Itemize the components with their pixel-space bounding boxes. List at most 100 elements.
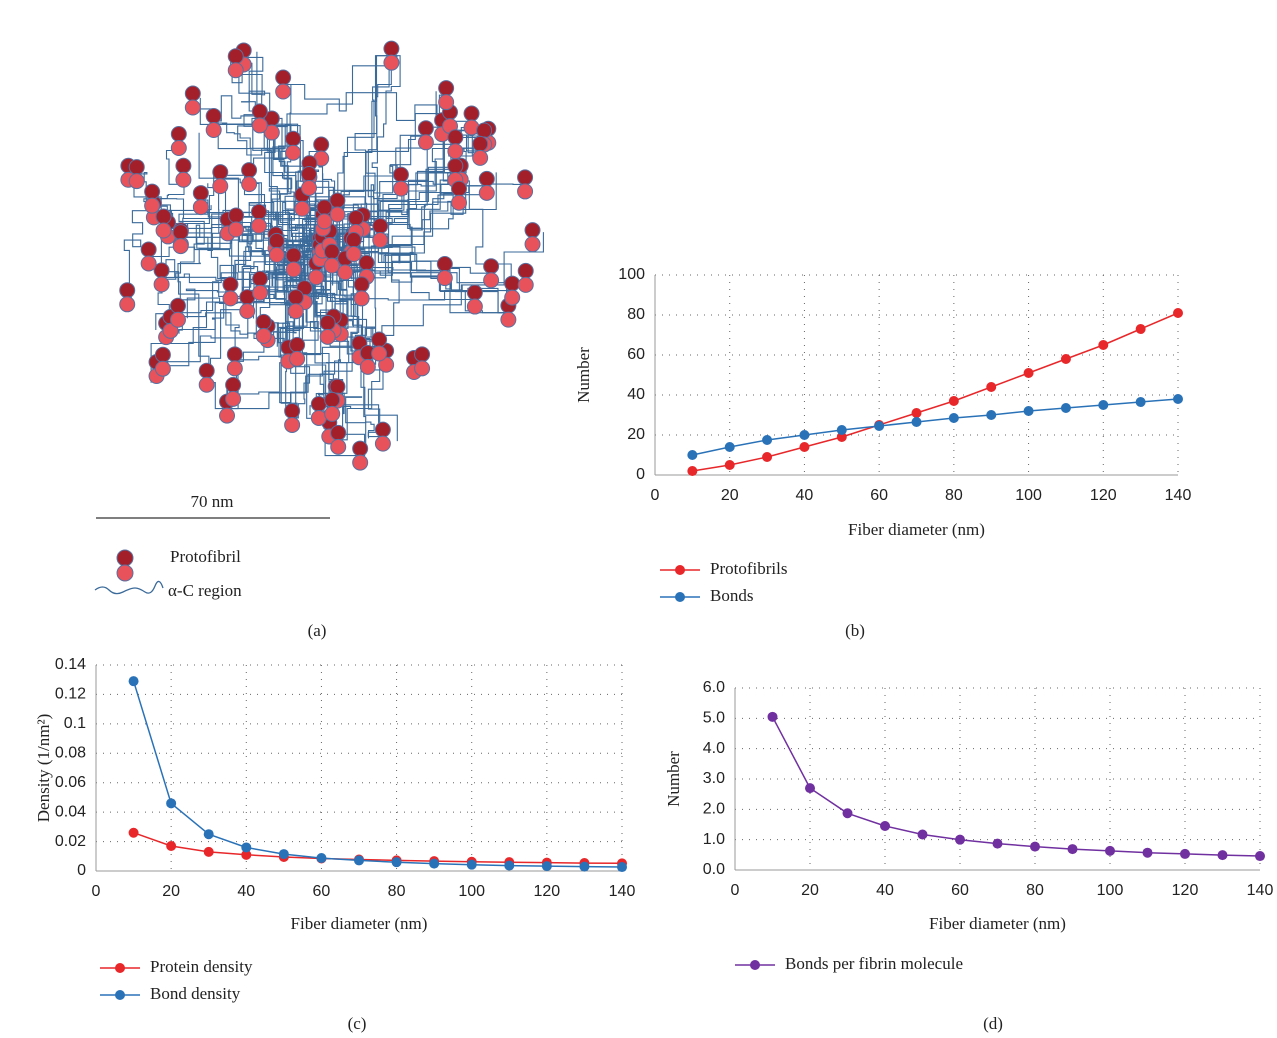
protofibril <box>345 232 362 249</box>
protofibril <box>226 346 243 363</box>
x-tick-label: 100 <box>1097 882 1124 899</box>
data-point <box>799 442 810 452</box>
protofibril <box>447 129 464 146</box>
protofibril <box>451 180 468 197</box>
protofibril <box>205 108 222 125</box>
y-tick-label: 4.0 <box>703 740 725 757</box>
protofibril <box>140 241 157 258</box>
protofibril <box>301 179 318 196</box>
protofibril <box>345 246 362 263</box>
protofibril <box>250 217 267 234</box>
fibril-network <box>119 40 544 471</box>
protofibril <box>155 208 172 225</box>
data-point <box>842 808 853 819</box>
protofibril <box>289 350 306 367</box>
y-tick-label: 0.04 <box>55 803 86 820</box>
data-point <box>1105 845 1115 856</box>
protofibril <box>524 222 541 239</box>
x-tick-label: 60 <box>951 882 969 899</box>
alpha-c-chain <box>173 312 268 335</box>
x-tick-label: 40 <box>796 487 814 504</box>
caption: (b) <box>845 621 865 640</box>
data-point <box>724 460 735 470</box>
protofibril <box>172 224 189 241</box>
data-point <box>128 676 139 687</box>
protofibril <box>153 276 170 293</box>
data-point <box>948 413 959 423</box>
protofibril <box>128 173 145 190</box>
protofibril <box>383 54 400 71</box>
x-tick-label: 60 <box>870 487 888 504</box>
protofibril <box>316 213 333 230</box>
protofibril <box>359 358 376 375</box>
protofibril <box>414 360 431 377</box>
y-tick-label: 0 <box>77 862 86 879</box>
alpha-c-chain <box>343 185 487 243</box>
protofibril <box>374 421 391 438</box>
protofibril <box>198 362 215 379</box>
protofibril <box>285 261 302 278</box>
y-tick-label: 40 <box>627 386 645 403</box>
protofibril <box>175 157 192 174</box>
legend-icon <box>116 564 134 582</box>
protofibril <box>324 391 341 408</box>
protofibril <box>198 376 215 393</box>
protofibril <box>119 282 136 299</box>
protofibril <box>255 327 272 344</box>
protofibril <box>284 416 301 433</box>
legend-label: Protofibrils <box>710 559 787 578</box>
alpha-c-chain <box>323 143 456 429</box>
protofibril <box>466 298 483 315</box>
x-axis-label: Fiber diameter (nm) <box>291 914 428 933</box>
protofibril <box>144 197 161 214</box>
protofibril <box>517 169 534 186</box>
protofibril <box>169 297 186 314</box>
protofibril <box>294 200 311 217</box>
protofibril <box>319 314 336 331</box>
data-point <box>1060 354 1071 364</box>
protofibril <box>371 331 388 348</box>
protofibril <box>250 203 267 220</box>
data-point <box>166 798 177 809</box>
legend-marker <box>675 592 685 602</box>
protofibril <box>222 276 239 293</box>
alpha-c-chain <box>178 290 513 334</box>
protofibril <box>451 194 468 211</box>
protofibril <box>392 166 409 183</box>
x-tick-label: 100 <box>458 883 485 900</box>
protofibril <box>517 276 534 293</box>
series-line <box>133 831 623 865</box>
protofibril <box>287 303 304 320</box>
protofibril <box>225 376 242 393</box>
y-tick-label: 20 <box>627 426 645 443</box>
y-tick-label: 0.02 <box>55 833 86 850</box>
protofibril <box>184 99 201 116</box>
protofibril <box>319 328 336 345</box>
protofibril <box>284 402 301 419</box>
protofibril <box>504 275 521 292</box>
protofibril <box>478 184 495 201</box>
protofibril <box>172 238 189 255</box>
alpha-c-chain <box>324 123 424 215</box>
y-tick-label: 0.08 <box>55 745 86 762</box>
data-point <box>687 450 698 460</box>
protofibril <box>154 346 171 363</box>
data-point <box>166 840 177 851</box>
x-tick-label: 80 <box>945 487 963 504</box>
protofibril <box>313 136 330 153</box>
y-tick-label: 80 <box>627 306 645 323</box>
protofibril <box>289 336 306 353</box>
y-tick-label: 0.0 <box>703 861 725 878</box>
protofibril <box>184 85 201 102</box>
data-point <box>1030 841 1040 852</box>
protofibril <box>227 48 244 65</box>
protofibril <box>466 284 483 301</box>
alpha-c-chain <box>230 50 266 127</box>
legend-label: Protofibril <box>170 547 241 566</box>
legend-marker <box>750 960 760 970</box>
y-axis-label: Density (1/nm²) <box>34 714 53 823</box>
alpha-c-chain <box>213 122 398 442</box>
protofibril <box>330 424 347 441</box>
x-tick-label: 120 <box>1172 882 1199 899</box>
protofibril <box>140 255 157 272</box>
